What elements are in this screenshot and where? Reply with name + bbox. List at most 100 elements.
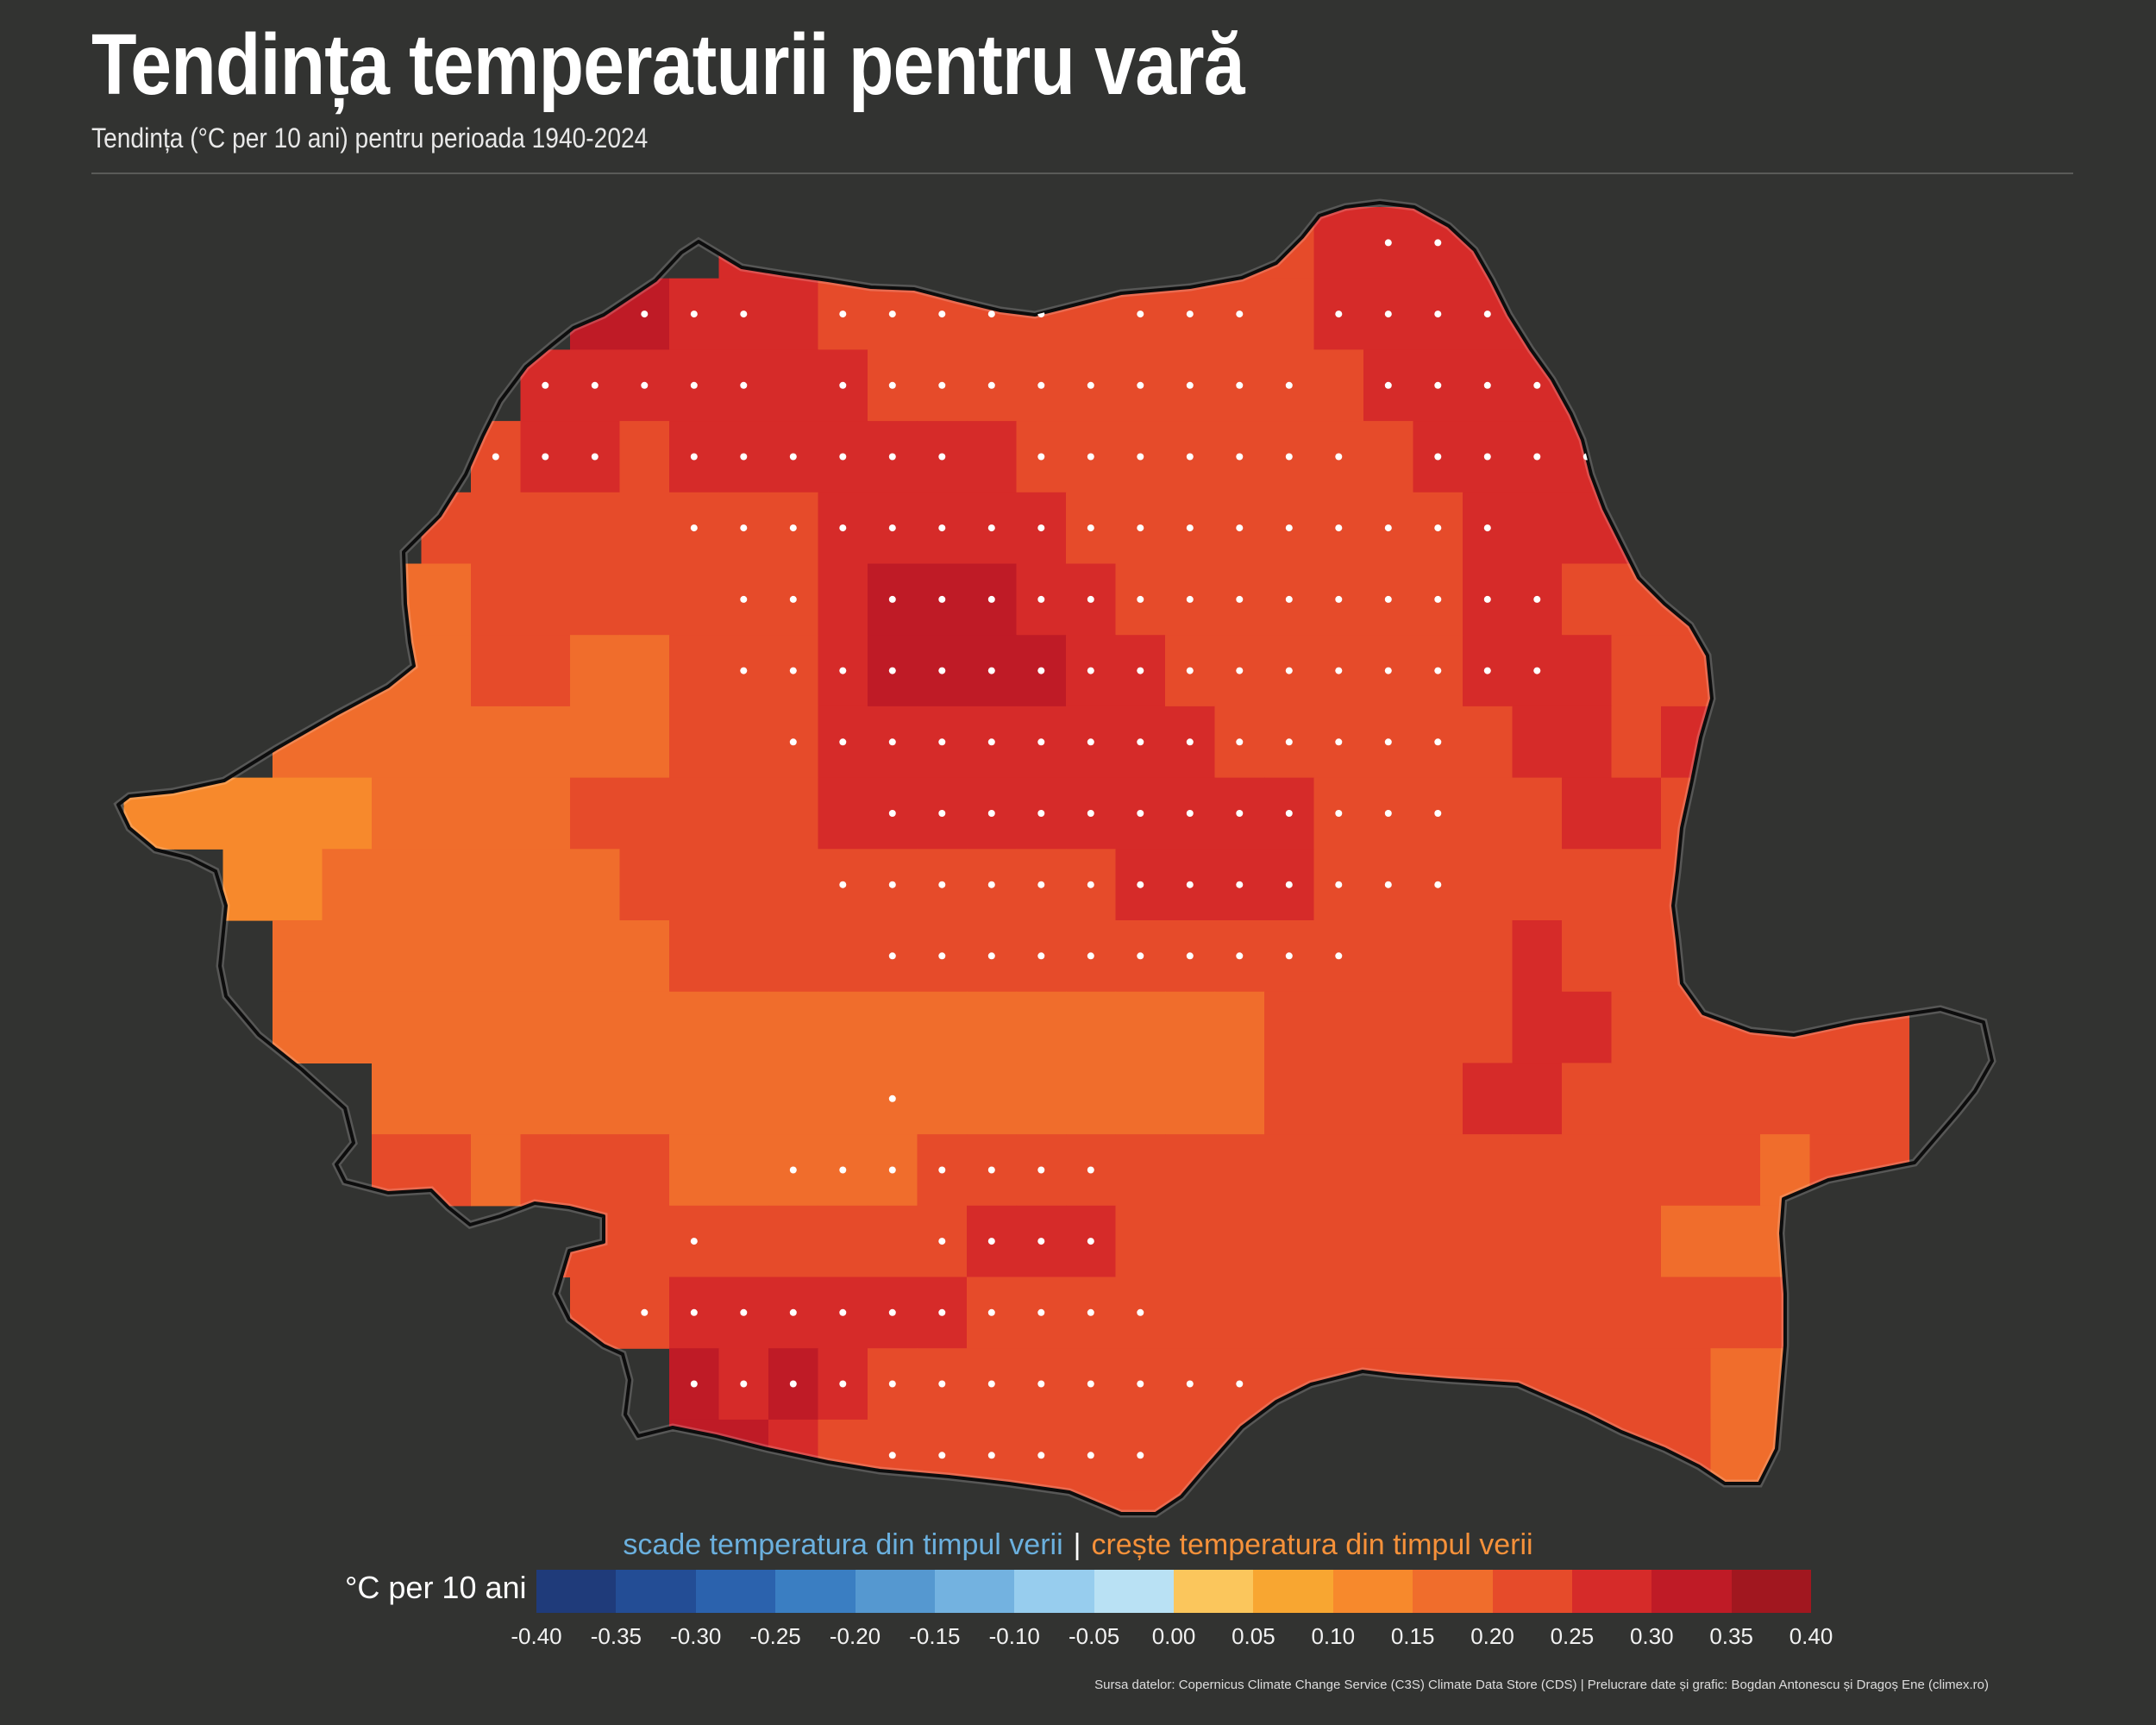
color-scale-tick-label: 0.05 — [1232, 1623, 1275, 1649]
trend-cell — [1809, 1063, 1860, 1135]
trend-cell — [1562, 563, 1613, 636]
trend-cell — [1214, 991, 1265, 1063]
trend-cell — [123, 777, 174, 850]
trend-cell — [1413, 1276, 1463, 1349]
significance-dot — [1037, 1166, 1045, 1174]
trend-cell — [818, 1205, 868, 1278]
significance-dot — [1236, 1380, 1244, 1388]
trend-cell — [1512, 492, 1563, 565]
significance-dot — [987, 881, 995, 888]
color-scale-bin — [695, 1570, 776, 1613]
trend-cell — [868, 991, 918, 1063]
significance-dot — [888, 881, 896, 888]
significance-dot — [987, 1166, 995, 1174]
trend-cell — [619, 492, 670, 565]
color-scale-tick-label: 0.10 — [1311, 1623, 1356, 1649]
trend-cell — [1661, 920, 1712, 993]
significance-dot — [987, 1380, 995, 1388]
trend-cell — [669, 920, 720, 993]
significance-dot — [888, 1166, 896, 1174]
trend-cell — [1710, 920, 1761, 993]
significance-dot — [1236, 595, 1244, 603]
significance-dot — [1285, 952, 1293, 960]
trend-cell — [372, 563, 423, 636]
significance-dot — [1285, 738, 1293, 746]
color-scale-ticks: -0.40 -0.35 -0.30 -0.25 -0.20 -0.15 -0.10 -0.05… — [0, 1623, 2156, 1658]
trend-cell — [619, 706, 670, 779]
significance-dot — [1335, 952, 1343, 960]
trend-cell — [1016, 1063, 1067, 1135]
significance-dot — [542, 381, 549, 389]
significance-dot — [690, 453, 698, 461]
trend-cell — [768, 1205, 819, 1278]
trend-cell — [1066, 1063, 1117, 1135]
trend-cell — [1463, 1205, 1514, 1278]
significance-dot — [1137, 810, 1144, 817]
significance-dot — [1236, 810, 1244, 817]
trend-cell — [1710, 492, 1761, 565]
trend-cell — [818, 207, 868, 279]
significance-dot — [1384, 239, 1392, 247]
trend-cell — [570, 278, 621, 350]
significance-dot — [1434, 381, 1442, 389]
significance-dot — [1087, 881, 1094, 888]
trend-cell — [718, 777, 769, 850]
significance-dot — [1285, 595, 1293, 603]
trend-cell — [1562, 1205, 1613, 1278]
significance-dot — [987, 310, 995, 318]
trend-cell — [1611, 421, 1662, 493]
trend-cell — [1562, 278, 1613, 350]
significance-dot — [938, 881, 946, 888]
trend-cell — [520, 1134, 571, 1207]
significance-dot — [740, 239, 748, 247]
significance-dot — [690, 524, 698, 532]
significance-dot — [740, 453, 748, 461]
trend-cell — [273, 920, 323, 993]
trend-cell — [1661, 1134, 1712, 1207]
trend-cell — [967, 991, 1018, 1063]
significance-dot — [938, 810, 946, 817]
color-scale-tick-label: -0.25 — [749, 1623, 801, 1649]
trend-cell — [520, 635, 571, 707]
source-credit: Sursa datelor: Copernicus Climate Change… — [1094, 1678, 1989, 1692]
trend-cell — [1710, 1134, 1761, 1207]
significance-dot — [1483, 239, 1491, 247]
trend-cell — [1859, 991, 1910, 1063]
trend-cell — [967, 421, 1018, 493]
significance-dot — [492, 453, 499, 461]
trend-cell — [1264, 1419, 1315, 1492]
color-scale-tick-label: -0.20 — [829, 1623, 881, 1649]
significance-dot — [1236, 524, 1244, 532]
color-scale-tick-label: -0.15 — [909, 1623, 961, 1649]
trend-cell — [917, 991, 968, 1063]
significance-dot — [641, 310, 649, 318]
trend-cell — [1611, 278, 1662, 350]
trend-cell — [768, 849, 819, 921]
trend-cell — [322, 777, 373, 850]
significance-dot — [839, 881, 847, 888]
significance-dot — [888, 381, 896, 389]
significance-dot — [1037, 524, 1045, 532]
trend-cell — [669, 991, 720, 1063]
trend-cell — [421, 849, 472, 921]
trend-cell — [570, 991, 621, 1063]
trend-cell — [322, 849, 373, 921]
significance-dot — [740, 381, 748, 389]
trend-cell — [471, 635, 522, 707]
significance-dot — [839, 524, 847, 532]
trend-cell — [1264, 991, 1315, 1063]
trend-cell — [1611, 777, 1662, 850]
trend-cell — [1611, 1205, 1662, 1278]
trend-cell — [619, 920, 670, 993]
trend-cell — [570, 635, 621, 707]
trend-cell — [1512, 1419, 1563, 1492]
trend-cell — [471, 777, 522, 850]
significance-dot — [1335, 453, 1343, 461]
significance-dot — [1236, 667, 1244, 674]
trend-cell — [1463, 920, 1514, 993]
trend-cell — [1512, 1276, 1563, 1349]
trend-cell — [1512, 706, 1563, 779]
trend-cell — [1710, 706, 1761, 779]
significance-dot — [1236, 881, 1244, 888]
color-scale-tick-label: -0.35 — [590, 1623, 642, 1649]
